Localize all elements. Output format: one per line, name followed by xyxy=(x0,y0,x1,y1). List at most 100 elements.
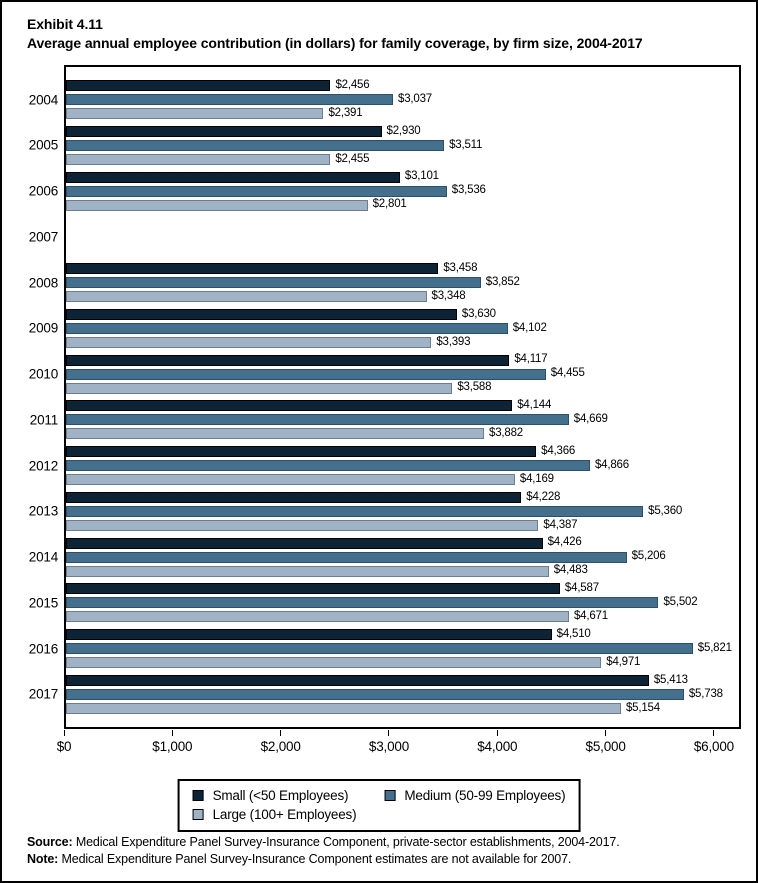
bar-large xyxy=(66,565,549,577)
legend-label: Large (100+ Employees) xyxy=(212,807,357,822)
legend-grid: Small (<50 Employees) Medium (50-99 Emplo… xyxy=(192,788,566,822)
bar-row: $2,456 xyxy=(66,79,739,91)
bar-small xyxy=(66,354,510,366)
bar-row: $3,348 xyxy=(66,290,739,303)
bar-row: $3,393 xyxy=(66,335,739,348)
bar-medium xyxy=(66,185,447,197)
x-tick-label: $5,000 xyxy=(585,739,626,754)
bar-value-label: $3,630 xyxy=(461,307,496,320)
year-group: 2011 $4,144 $4,669 $3,882 xyxy=(30,399,739,440)
y-axis-label: 2011 xyxy=(29,412,58,428)
bar-row: $2,455 xyxy=(66,152,739,165)
x-tick-label: $1,000 xyxy=(152,739,193,754)
bar-set: $4,426 $5,206 $4,483 xyxy=(66,537,739,577)
bar-row: $4,587 xyxy=(66,583,739,595)
bar-small xyxy=(66,583,560,595)
bar-set: $4,587 $5,502 $4,671 xyxy=(66,583,739,623)
bar-medium xyxy=(66,139,445,151)
x-axis: $0 $1,000 $2,000 $3,000 $4,000 $5,000 $6,000 xyxy=(57,729,741,771)
bar-medium xyxy=(66,505,644,517)
year-group: 2006 $3,101 $3,536 $2,801 xyxy=(29,171,739,211)
source-label: Source: xyxy=(27,835,73,849)
bar-large xyxy=(66,611,569,623)
bar-value-label: $2,801 xyxy=(372,198,407,211)
bar-value-label: $4,117 xyxy=(514,353,548,366)
bar-small xyxy=(66,263,439,275)
year-group: 2008 $3,458 $3,852 $3,348 xyxy=(29,262,739,303)
bar-row: $5,738 xyxy=(66,688,739,700)
x-tick xyxy=(496,730,498,736)
year-group: 2004 $2,456 $3,037 $2,391 xyxy=(29,79,739,119)
bar-row: $5,821 xyxy=(66,642,739,655)
y-axis-label: 2016 xyxy=(28,641,58,657)
legend-item-small: Small (<50 Employees) xyxy=(192,788,357,803)
bar-value-label: $5,413 xyxy=(653,673,688,686)
bar-row: $4,455 xyxy=(66,367,739,380)
bar-value-label: $4,144 xyxy=(517,399,552,412)
chart-footer: Source: Medical Expenditure Panel Survey… xyxy=(27,834,744,868)
bar-small xyxy=(66,537,543,549)
bar-row: $4,510 xyxy=(66,627,739,641)
bar-medium xyxy=(66,277,481,289)
bar-row: $4,228 xyxy=(66,491,739,503)
bar-set: $3,630 $4,102 $3,393 xyxy=(66,307,739,348)
bar-value-label: $4,102 xyxy=(512,321,547,334)
legend: Small (<50 Employees) Medium (50-99 Emplo… xyxy=(177,779,581,832)
bar-row: $5,413 xyxy=(66,673,739,686)
year-group: 2016 $4,510 $5,821 $4,971 xyxy=(29,627,739,669)
bar-value-label: $4,971 xyxy=(606,655,641,668)
bar-row: $5,206 xyxy=(66,551,739,563)
x-tick-label: $6,000 xyxy=(693,739,734,754)
bar-value-label: $2,455 xyxy=(335,152,370,165)
bar-row: $4,387 xyxy=(66,519,739,531)
bar-medium xyxy=(66,597,659,609)
bar-small xyxy=(66,446,537,458)
y-axis-label: 2017 xyxy=(28,686,58,702)
note-text: Medical Expenditure Panel Survey-Insuran… xyxy=(58,852,572,866)
bar-value-label: $5,154 xyxy=(625,701,660,714)
bar-row: $4,366 xyxy=(66,444,739,458)
note-line: Note: Medical Expenditure Panel Survey-I… xyxy=(27,851,744,868)
bar-small xyxy=(66,125,382,137)
bar-row: $5,154 xyxy=(66,701,739,714)
bar-value-label: $5,502 xyxy=(663,596,698,609)
bar-row: $2,930 xyxy=(66,125,739,137)
bar-medium xyxy=(66,322,508,334)
bar-small xyxy=(66,629,552,641)
bar-row xyxy=(66,217,739,228)
y-axis-label: 2009 xyxy=(28,320,58,336)
bar-value-label: $3,882 xyxy=(489,427,523,440)
bar-value-label: $4,455 xyxy=(550,367,585,380)
bar-value-label: $3,852 xyxy=(485,275,520,288)
year-group: 2009 $3,630 $4,102 $3,393 xyxy=(29,307,739,348)
bar-value-label: $3,393 xyxy=(436,335,471,348)
year-group: 2017 $5,413 $5,738 $5,154 xyxy=(29,673,739,714)
x-tick xyxy=(280,730,282,736)
note-label: Note: xyxy=(27,852,59,866)
legend-swatch-medium xyxy=(384,790,396,801)
bar-row: $3,037 xyxy=(66,93,739,105)
bar-large xyxy=(66,336,432,348)
bar-large xyxy=(66,108,324,119)
bar-value-label: $4,510 xyxy=(556,627,591,640)
bar-set: $3,101 $3,536 $2,801 xyxy=(66,171,739,211)
bar-value-label: $4,169 xyxy=(519,472,554,485)
bar-row: $4,971 xyxy=(66,655,739,669)
legend-item-large: Large (100+ Employees) xyxy=(192,807,357,822)
year-group: 2013 $4,228 $5,360 $4,387 xyxy=(29,491,739,531)
bar-row: $2,391 xyxy=(66,107,739,119)
y-axis-label: 2007 xyxy=(28,229,58,245)
bar-small xyxy=(66,80,331,91)
bar-set: $5,413 $5,738 $5,154 xyxy=(66,673,739,714)
bar-medium xyxy=(66,368,546,380)
legend-swatch-large xyxy=(192,809,204,820)
bar-row xyxy=(66,231,739,242)
year-group: 2007 xyxy=(29,217,739,256)
bar-value-label: $4,669 xyxy=(573,413,608,426)
bar-value-label: $4,366 xyxy=(541,444,576,457)
bar-large xyxy=(66,702,621,714)
bar-row: $3,882 xyxy=(66,427,739,440)
exhibit-number: Exhibit 4.11 xyxy=(27,16,103,32)
bar-set: $4,117 $4,455 $3,588 xyxy=(66,353,739,394)
